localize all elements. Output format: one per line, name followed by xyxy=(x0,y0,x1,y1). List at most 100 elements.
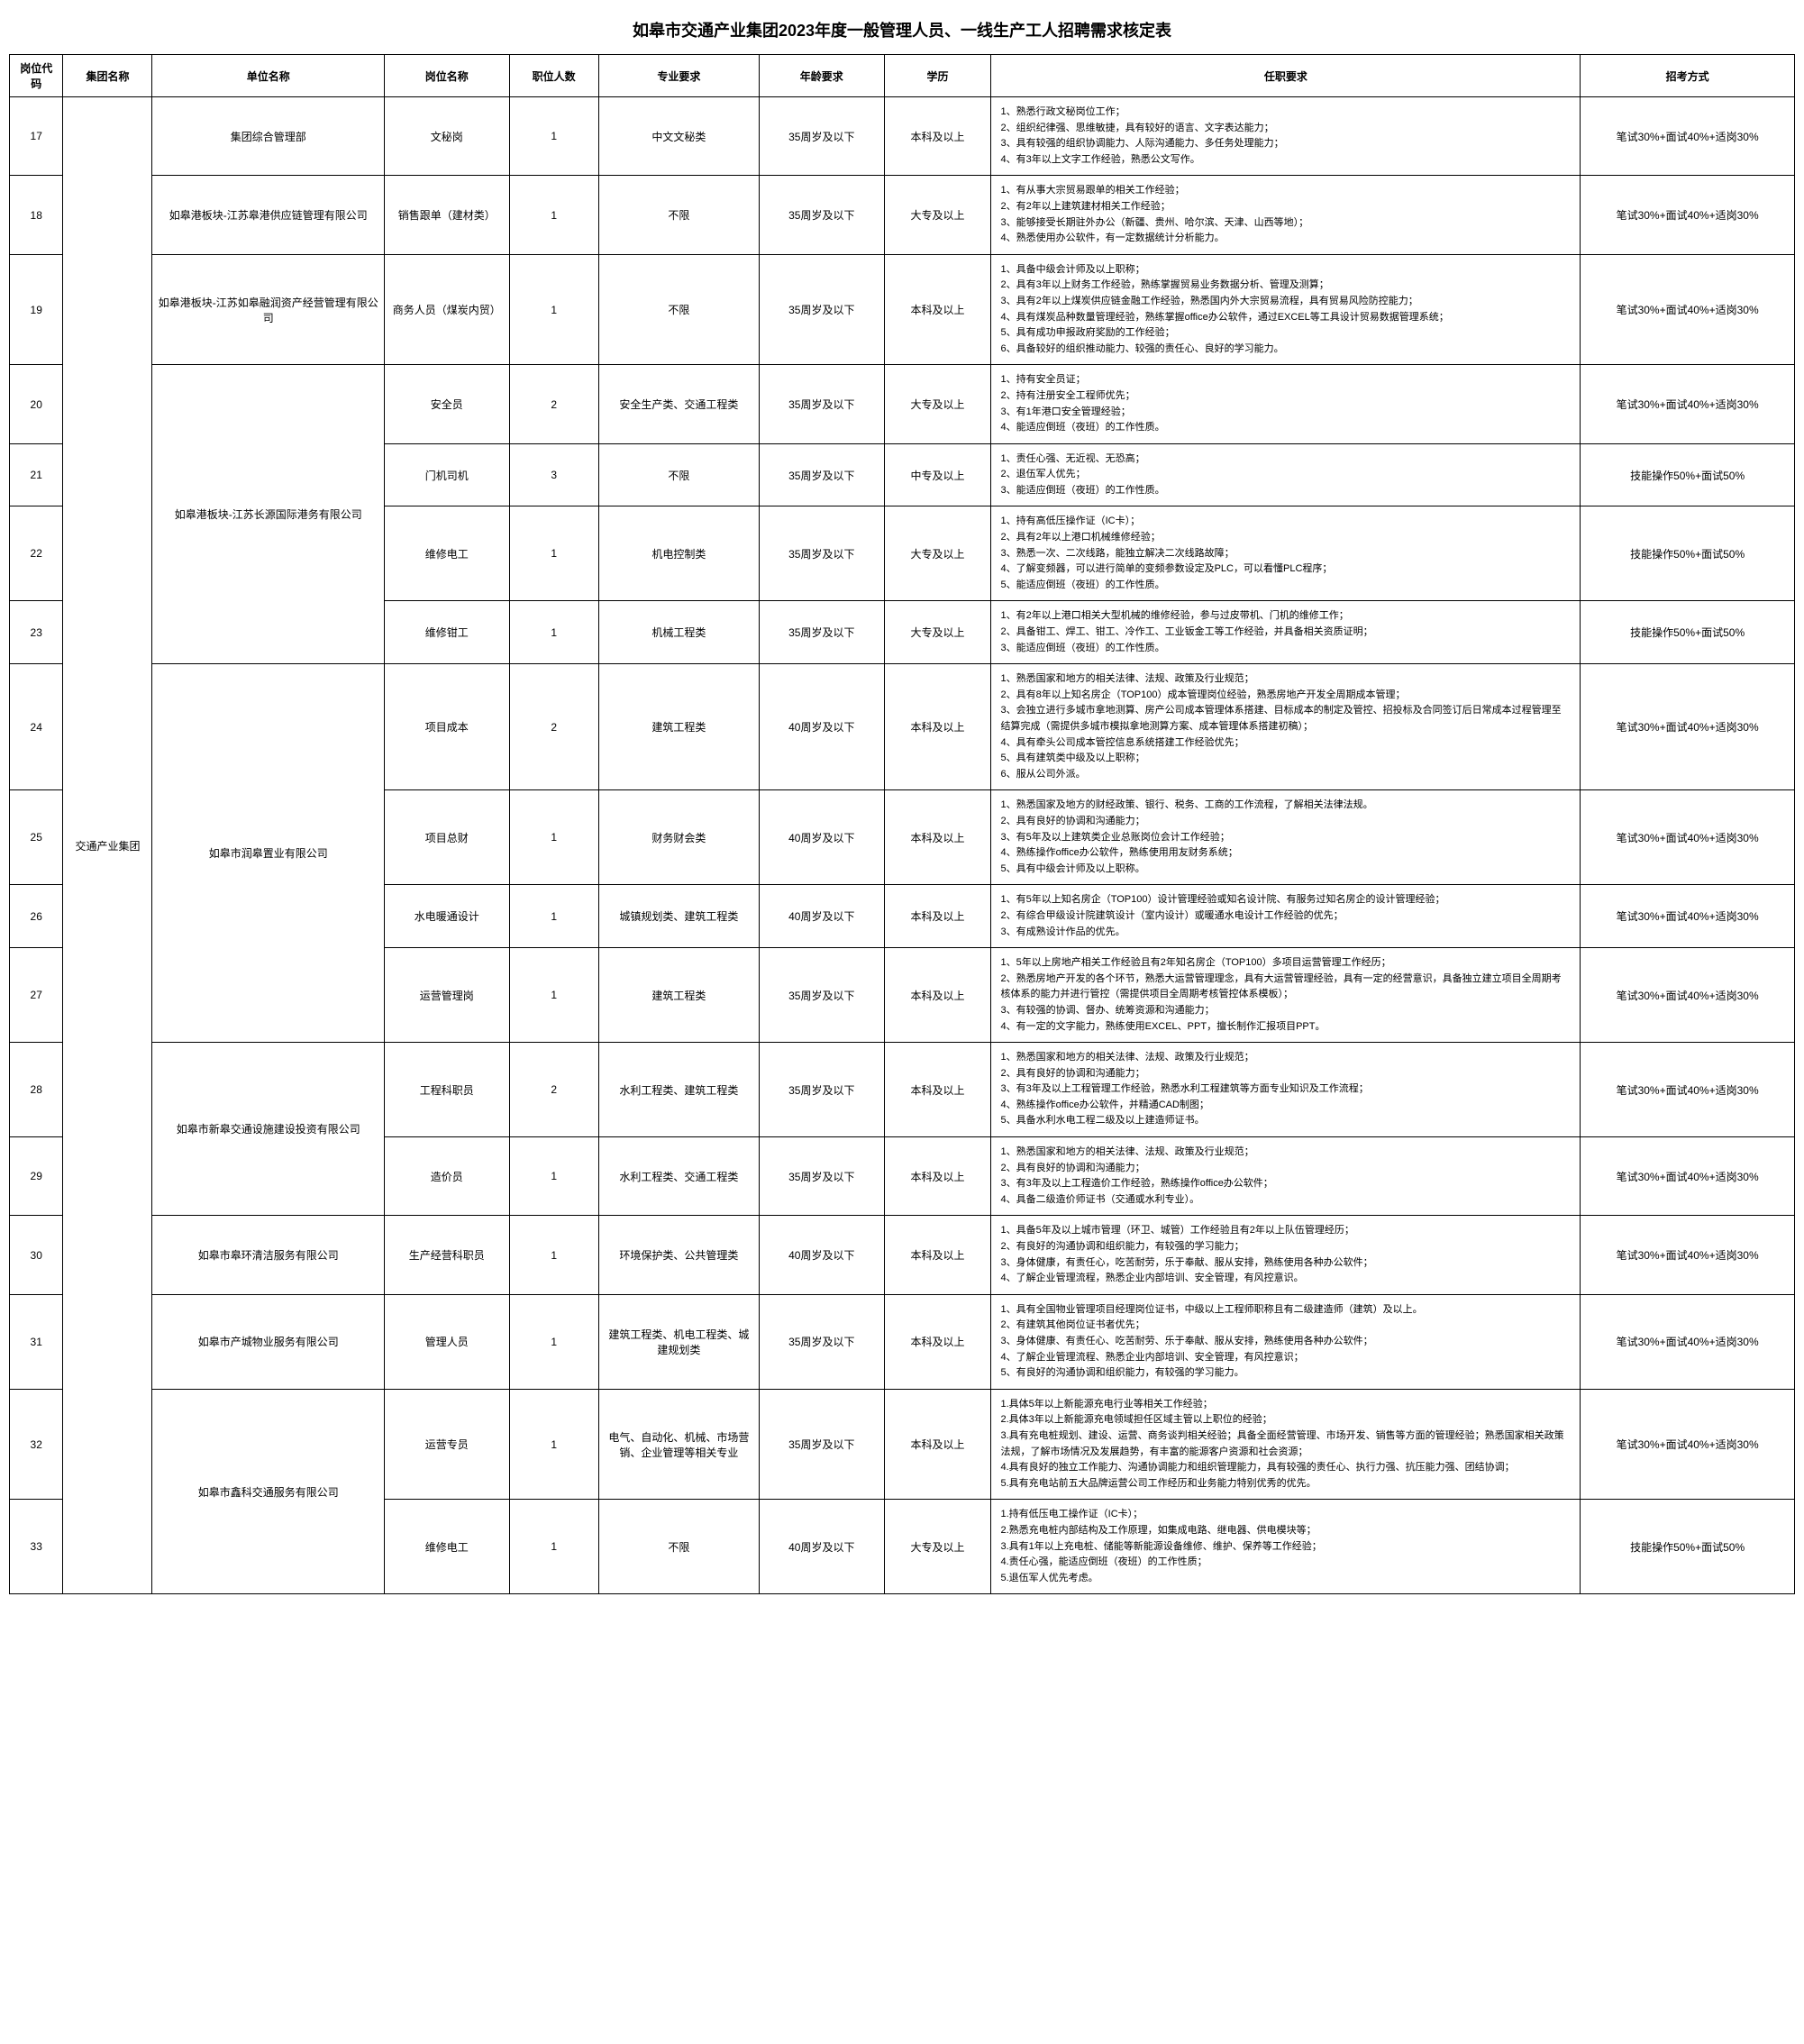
req-line: 2、有建筑其他岗位证书者优先； xyxy=(1000,1318,1571,1334)
req-line: 2.具体3年以上新能源充电领域担任区域主管以上职位的经验； xyxy=(1000,1412,1571,1428)
cell-age: 35周岁及以下 xyxy=(759,443,884,506)
cell-requirements: 1、具有全国物业管理项目经理岗位证书，中级以上工程师职称且有二级建造师（建筑）及… xyxy=(991,1294,1581,1389)
cell-count: 1 xyxy=(509,1294,598,1389)
cell-requirements: 1、熟悉国家和地方的相关法律、法规、政策及行业规范；2、具有良好的协调和沟通能力… xyxy=(991,1137,1581,1216)
cell-major: 电气、自动化、机械、市场营销、企业管理等相关专业 xyxy=(598,1389,759,1500)
cell-edu: 本科及以上 xyxy=(884,790,991,885)
cell-method: 笔试30%+面试40%+适岗30% xyxy=(1581,790,1795,885)
th-req: 任职要求 xyxy=(991,55,1581,97)
cell-age: 40周岁及以下 xyxy=(759,664,884,790)
req-line: 4、了解变频器，可以进行简单的变频参数设定及PLC，可以看懂PLC程序； xyxy=(1000,561,1571,578)
req-line: 4、具有牵头公司成本管控信息系统搭建工作经验优先； xyxy=(1000,735,1571,752)
req-line: 4、熟悉使用办公软件，有一定数据统计分析能力。 xyxy=(1000,231,1571,247)
cell-count: 2 xyxy=(509,664,598,790)
cell-count: 3 xyxy=(509,443,598,506)
req-line: 2、有2年以上建筑建材相关工作经验； xyxy=(1000,199,1571,215)
cell-id: 18 xyxy=(10,176,63,254)
req-line: 2、有良好的沟通协调和组织能力，有较强的学习能力； xyxy=(1000,1239,1571,1255)
req-line: 6、具备较好的组织推动能力、较强的责任心、良好的学习能力。 xyxy=(1000,342,1571,358)
th-age: 年龄要求 xyxy=(759,55,884,97)
req-line: 3、具有2年以上煤炭供应链金融工作经验，熟悉国内外大宗贸易流程，具有贸易风险防控… xyxy=(1000,294,1571,310)
cell-position: 维修电工 xyxy=(384,1500,509,1594)
cell-method: 笔试30%+面试40%+适岗30% xyxy=(1581,885,1795,948)
cell-id: 25 xyxy=(10,790,63,885)
req-line: 1.具体5年以上新能源充电行业等相关工作经验； xyxy=(1000,1397,1571,1413)
cell-id: 23 xyxy=(10,601,63,664)
cell-position: 工程科职员 xyxy=(384,1043,509,1137)
cell-major: 建筑工程类 xyxy=(598,664,759,790)
cell-edu: 本科及以上 xyxy=(884,885,991,948)
req-line: 3、能适应倒班（夜班）的工作性质。 xyxy=(1000,641,1571,657)
cell-count: 1 xyxy=(509,601,598,664)
cell-major: 不限 xyxy=(598,254,759,365)
req-line: 1、持有高低压操作证（IC卡）； xyxy=(1000,514,1571,530)
cell-unit: 如皋港板块-江苏如皋融润资产经营管理有限公司 xyxy=(152,254,385,365)
th-unit: 单位名称 xyxy=(152,55,385,97)
cell-count: 1 xyxy=(509,254,598,365)
cell-age: 35周岁及以下 xyxy=(759,1043,884,1137)
cell-position: 维修钳工 xyxy=(384,601,509,664)
cell-age: 35周岁及以下 xyxy=(759,97,884,176)
recruitment-table: 岗位代码 集团名称 单位名称 岗位名称 职位人数 专业要求 年龄要求 学历 任职… xyxy=(9,54,1795,1594)
cell-count: 1 xyxy=(509,948,598,1043)
cell-id: 33 xyxy=(10,1500,63,1594)
req-line: 2、有综合甲级设计院建筑设计（室内设计）或暖通水电设计工作经验的优先； xyxy=(1000,908,1571,925)
table-row: 17交通产业集团集团综合管理部文秘岗1中文文秘类35周岁及以下本科及以上1、熟悉… xyxy=(10,97,1795,176)
req-line: 1、熟悉行政文秘岗位工作； xyxy=(1000,105,1571,121)
cell-method: 笔试30%+面试40%+适岗30% xyxy=(1581,1389,1795,1500)
cell-method: 笔试30%+面试40%+适岗30% xyxy=(1581,664,1795,790)
cell-requirements: 1、有从事大宗贸易跟单的相关工作经验；2、有2年以上建筑建材相关工作经验；3、能… xyxy=(991,176,1581,254)
th-group: 集团名称 xyxy=(63,55,152,97)
cell-age: 35周岁及以下 xyxy=(759,601,884,664)
cell-requirements: 1、熟悉国家和地方的相关法律、法规、政策及行业规范；2、具有良好的协调和沟通能力… xyxy=(991,1043,1581,1137)
table-row: 19如皋港板块-江苏如皋融润资产经营管理有限公司商务人员（煤炭内贸）1不限35周… xyxy=(10,254,1795,365)
req-line: 3、熟悉一次、二次线路，能独立解决二次线路故障； xyxy=(1000,546,1571,562)
cell-major: 机械工程类 xyxy=(598,601,759,664)
cell-major: 建筑工程类、机电工程类、城建规划类 xyxy=(598,1294,759,1389)
cell-age: 40周岁及以下 xyxy=(759,885,884,948)
cell-requirements: 1、具备5年及以上城市管理（环卫、城管）工作经验且有2年以上队伍管理经历；2、有… xyxy=(991,1216,1581,1294)
cell-age: 40周岁及以下 xyxy=(759,1216,884,1294)
req-line: 1.持有低压电工操作证（IC卡）； xyxy=(1000,1507,1571,1523)
cell-id: 22 xyxy=(10,506,63,601)
table-row: 32如皋市鑫科交通服务有限公司运营专员1电气、自动化、机械、市场营销、企业管理等… xyxy=(10,1389,1795,1500)
cell-count: 2 xyxy=(509,365,598,443)
req-line: 3、有较强的协调、督办、统筹资源和沟通能力； xyxy=(1000,1003,1571,1019)
cell-unit: 如皋港板块-江苏长源国际港务有限公司 xyxy=(152,365,385,664)
cell-requirements: 1、熟悉行政文秘岗位工作；2、组织纪律强、思维敏捷，具有较好的语言、文字表达能力… xyxy=(991,97,1581,176)
cell-id: 21 xyxy=(10,443,63,506)
cell-edu: 本科及以上 xyxy=(884,254,991,365)
cell-method: 笔试30%+面试40%+适岗30% xyxy=(1581,1216,1795,1294)
cell-requirements: 1、5年以上房地产相关工作经验且有2年知名房企（TOP100）多项目运营管理工作… xyxy=(991,948,1581,1043)
cell-age: 35周岁及以下 xyxy=(759,1294,884,1389)
table-row: 20如皋港板块-江苏长源国际港务有限公司安全员2安全生产类、交通工程类35周岁及… xyxy=(10,365,1795,443)
req-line: 6、服从公司外派。 xyxy=(1000,767,1571,783)
cell-unit: 如皋市新皋交通设施建设投资有限公司 xyxy=(152,1043,385,1216)
req-line: 4、具有煤炭品种数量管理经验，熟练掌握office办公软件，通过EXCEL等工具… xyxy=(1000,310,1571,326)
req-line: 4.具有良好的独立工作能力、沟通协调能力和组织管理能力，具有较强的责任心、执行力… xyxy=(1000,1460,1571,1476)
cell-major: 安全生产类、交通工程类 xyxy=(598,365,759,443)
cell-position: 商务人员（煤炭内贸） xyxy=(384,254,509,365)
cell-id: 20 xyxy=(10,365,63,443)
table-body: 17交通产业集团集团综合管理部文秘岗1中文文秘类35周岁及以下本科及以上1、熟悉… xyxy=(10,97,1795,1594)
cell-position: 项目总财 xyxy=(384,790,509,885)
cell-requirements: 1、具备中级会计师及以上职称；2、具有3年以上财务工作经验，熟练掌握贸易业务数据… xyxy=(991,254,1581,365)
req-line: 3、身体健康，有责任心，吃苦耐劳，乐于奉献、服从安排，熟练使用各种办公软件； xyxy=(1000,1255,1571,1272)
req-line: 1、有2年以上港口相关大型机械的维修经验，参与过皮带机、门机的维修工作； xyxy=(1000,608,1571,625)
req-line: 2、具备钳工、焊工、钳工、冷作工、工业钣金工等工作经验，并具备相关资质证明； xyxy=(1000,625,1571,641)
req-line: 1、有从事大宗贸易跟单的相关工作经验； xyxy=(1000,183,1571,199)
cell-count: 2 xyxy=(509,1043,598,1137)
req-line: 3、具有较强的组织协调能力、人际沟通能力、多任务处理能力； xyxy=(1000,136,1571,152)
table-row: 31如皋市产城物业服务有限公司管理人员1建筑工程类、机电工程类、城建规划类35周… xyxy=(10,1294,1795,1389)
cell-position: 文秘岗 xyxy=(384,97,509,176)
table-row: 18如皋港板块-江苏皋港供应链管理有限公司销售跟单（建材类）1不限35周岁及以下… xyxy=(10,176,1795,254)
req-line: 3、有3年及以上工程造价工作经验，熟练操作office办公软件； xyxy=(1000,1176,1571,1192)
cell-age: 35周岁及以下 xyxy=(759,1137,884,1216)
cell-count: 1 xyxy=(509,97,598,176)
cell-count: 1 xyxy=(509,176,598,254)
cell-position: 生产经营科职员 xyxy=(384,1216,509,1294)
req-line: 5、具备水利水电工程二级及以上建造师证书。 xyxy=(1000,1113,1571,1129)
cell-requirements: 1、有2年以上港口相关大型机械的维修经验，参与过皮带机、门机的维修工作；2、具备… xyxy=(991,601,1581,664)
req-line: 2、具有良好的协调和沟通能力； xyxy=(1000,1161,1571,1177)
cell-unit: 如皋市产城物业服务有限公司 xyxy=(152,1294,385,1389)
